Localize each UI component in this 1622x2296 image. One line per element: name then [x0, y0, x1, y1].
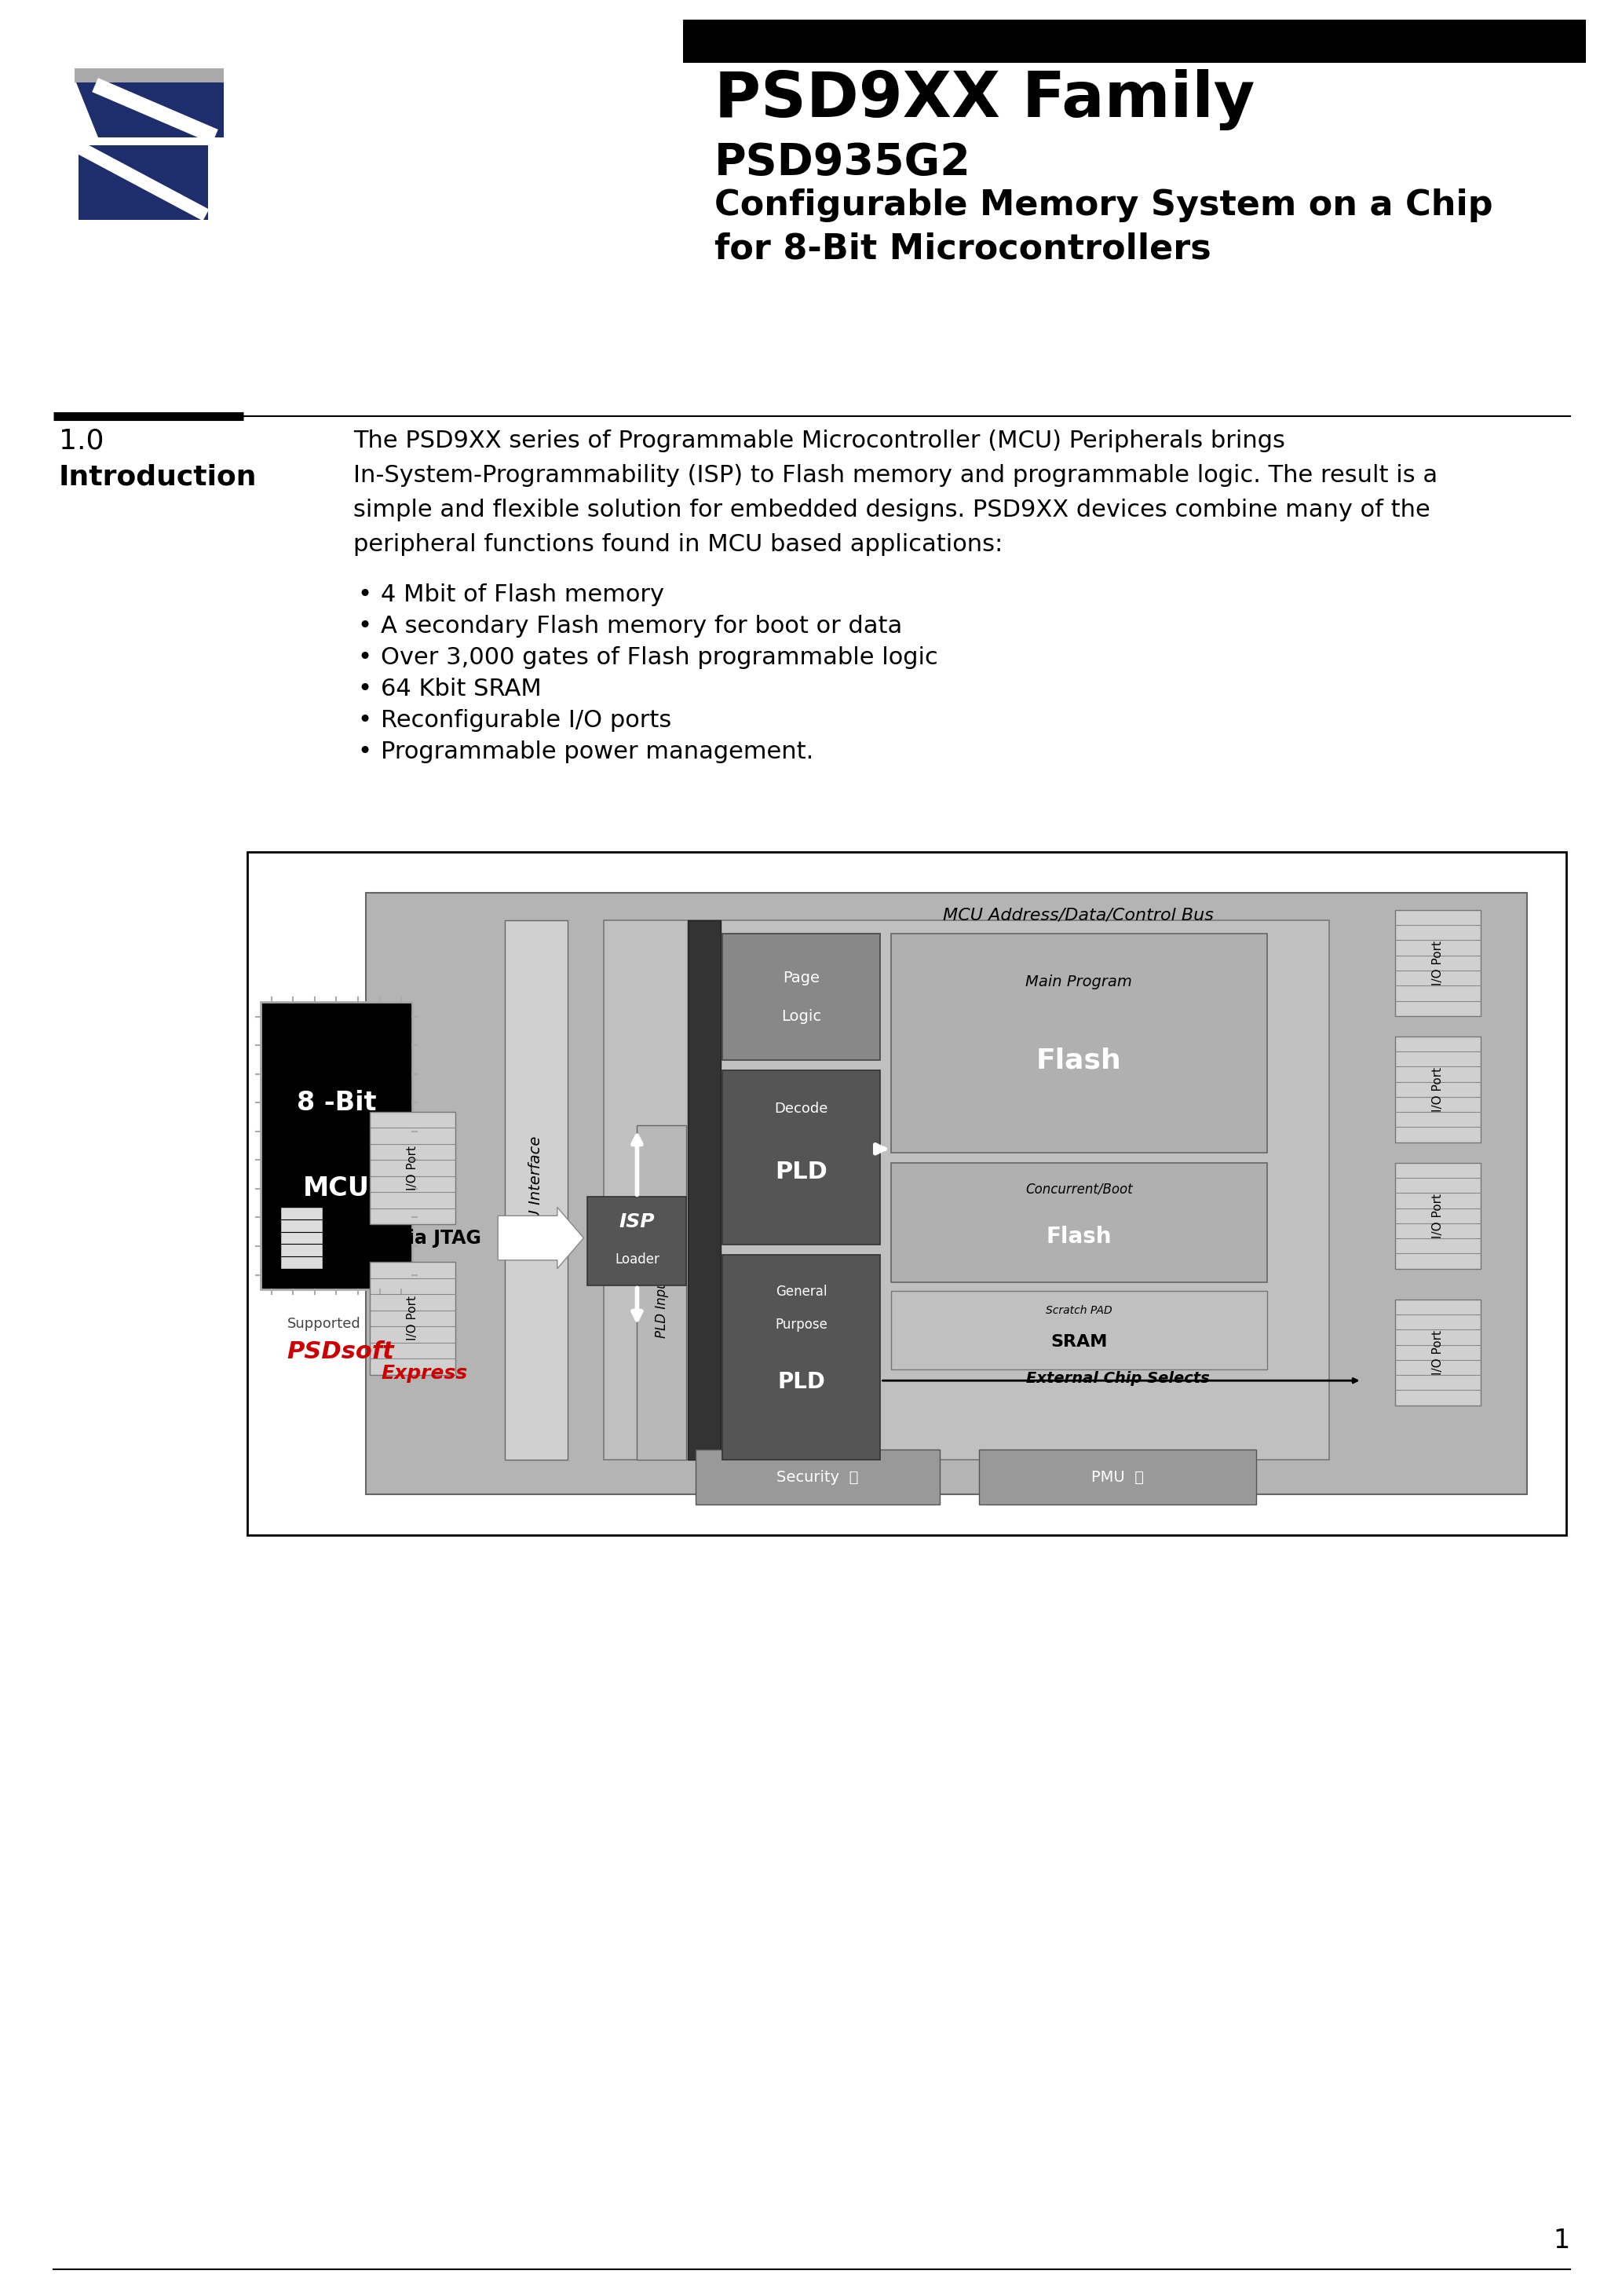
Text: External Chip Selects: External Chip Selects: [1027, 1371, 1210, 1387]
Bar: [722, 934, 881, 1061]
Text: General: General: [775, 1286, 827, 1300]
Bar: [636, 1125, 686, 1460]
Text: Logic: Logic: [782, 1008, 821, 1024]
Text: 8 -Bit: 8 -Bit: [297, 1091, 376, 1116]
Text: •: •: [357, 583, 371, 606]
Text: •: •: [357, 677, 371, 700]
Text: I/O Port: I/O Port: [407, 1295, 418, 1341]
Text: PSD935G2: PSD935G2: [714, 142, 972, 184]
FancyArrow shape: [498, 1208, 584, 1270]
Text: MCU Address/Data/Control Bus: MCU Address/Data/Control Bus: [942, 907, 1213, 923]
Text: •: •: [357, 742, 371, 762]
Bar: [890, 1290, 1267, 1368]
Bar: [261, 1003, 412, 1288]
Bar: [587, 1196, 686, 1286]
Text: 1: 1: [1554, 2227, 1570, 2255]
Text: peripheral functions found in MCU based applications:: peripheral functions found in MCU based …: [354, 533, 1002, 556]
Text: I/O Port: I/O Port: [1432, 941, 1444, 985]
Text: A secondary Flash memory for boot or data: A secondary Flash memory for boot or dat…: [381, 615, 902, 638]
Bar: [504, 921, 568, 1460]
Bar: [281, 1208, 323, 1270]
Polygon shape: [75, 78, 224, 138]
Polygon shape: [78, 145, 208, 220]
Text: Main Program: Main Program: [1025, 974, 1132, 990]
Text: Page: Page: [783, 971, 819, 985]
Bar: [1395, 1162, 1481, 1270]
Bar: [696, 1449, 939, 1504]
Text: Flash: Flash: [1036, 1047, 1121, 1075]
Text: 4 Mbit of Flash memory: 4 Mbit of Flash memory: [381, 583, 663, 606]
Text: The PSD9XX series of Programmable Microcontroller (MCU) Peripherals brings: The PSD9XX series of Programmable Microc…: [354, 429, 1285, 452]
Text: Security  🔒: Security 🔒: [777, 1469, 858, 1486]
Text: MCU Interface: MCU Interface: [529, 1137, 543, 1244]
Text: ISP via JTAG: ISP via JTAG: [355, 1228, 482, 1247]
Text: 1.0: 1.0: [58, 427, 104, 455]
Text: •: •: [357, 709, 371, 732]
Text: Scratch PAD: Scratch PAD: [1046, 1304, 1113, 1316]
Text: I/O Port: I/O Port: [1432, 1068, 1444, 1111]
Text: Programmable power management.: Programmable power management.: [381, 742, 814, 762]
Bar: [75, 69, 224, 83]
Bar: [980, 1449, 1257, 1504]
Text: Concurrent/Boot: Concurrent/Boot: [1025, 1182, 1132, 1196]
Text: PLD: PLD: [775, 1159, 827, 1182]
Bar: [688, 921, 720, 1460]
Text: Configurable Memory System on a Chip: Configurable Memory System on a Chip: [714, 188, 1492, 223]
Text: simple and flexible solution for embedded designs. PSD9XX devices combine many o: simple and flexible solution for embedde…: [354, 498, 1431, 521]
Text: Decode: Decode: [774, 1102, 829, 1116]
Bar: [1395, 1035, 1481, 1143]
Text: Supported: Supported: [287, 1316, 360, 1332]
Text: Flash: Flash: [1046, 1226, 1111, 1249]
Text: Over 3,000 gates of Flash programmable logic: Over 3,000 gates of Flash programmable l…: [381, 645, 938, 668]
Text: MCU: MCU: [303, 1176, 370, 1201]
Text: SRAM: SRAM: [1051, 1334, 1108, 1350]
Text: Purpose: Purpose: [775, 1318, 827, 1332]
Text: for 8-Bit Microcontrollers: for 8-Bit Microcontrollers: [714, 232, 1212, 266]
Text: I/O Port: I/O Port: [1432, 1194, 1444, 1238]
Text: Reconfigurable I/O ports: Reconfigurable I/O ports: [381, 709, 672, 732]
Text: 64 Kbit SRAM: 64 Kbit SRAM: [381, 677, 542, 700]
Text: •: •: [357, 615, 371, 638]
Bar: [722, 1256, 881, 1460]
Text: ISP: ISP: [620, 1212, 655, 1231]
Bar: [603, 921, 1328, 1460]
Bar: [1395, 909, 1481, 1015]
Bar: [370, 1111, 456, 1224]
Text: I/O Port: I/O Port: [407, 1146, 418, 1189]
Text: PSDsoft: PSDsoft: [287, 1341, 394, 1364]
Bar: [1395, 1300, 1481, 1405]
Text: In-System-Programmability (ISP) to Flash memory and programmable logic. The resu: In-System-Programmability (ISP) to Flash…: [354, 464, 1437, 487]
Bar: [722, 1070, 881, 1244]
Bar: [890, 934, 1267, 1153]
Bar: [370, 1263, 456, 1375]
Bar: [890, 1162, 1267, 1283]
Bar: [683, 21, 1586, 62]
Text: PMU  🛢: PMU 🛢: [1092, 1469, 1144, 1486]
Text: PLD Input Bus: PLD Input Bus: [654, 1247, 668, 1339]
Bar: [367, 893, 1526, 1495]
Text: PSD9XX Family: PSD9XX Family: [714, 69, 1255, 131]
Text: Loader: Loader: [615, 1251, 660, 1265]
Text: Introduction: Introduction: [58, 464, 258, 489]
Text: •: •: [357, 645, 371, 668]
Bar: [247, 852, 1567, 1536]
Text: I/O Port: I/O Port: [1432, 1329, 1444, 1375]
Text: PLD: PLD: [777, 1371, 826, 1394]
Text: Express: Express: [381, 1364, 467, 1382]
